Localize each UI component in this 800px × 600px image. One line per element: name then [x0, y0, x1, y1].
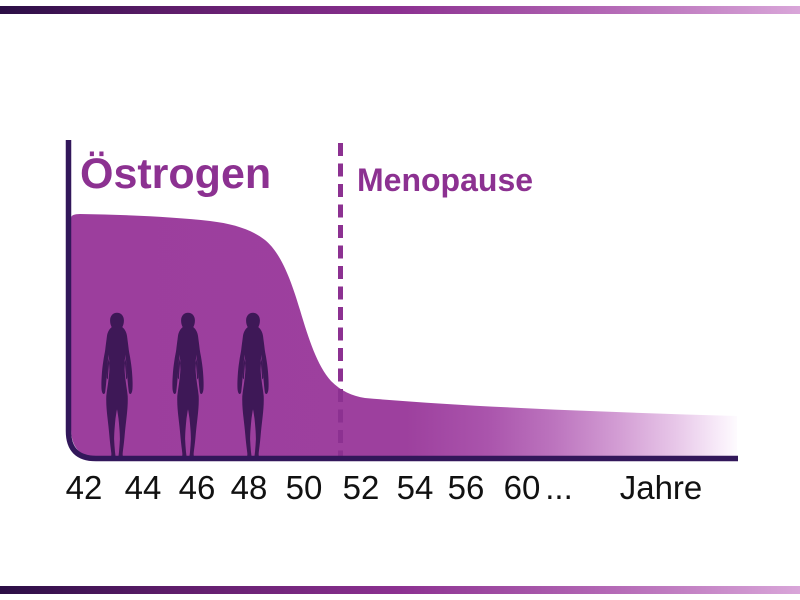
y-axis-title: Östrogen	[80, 150, 272, 198]
decorative-bottom-border	[0, 586, 800, 594]
menopause-label: Menopause	[357, 162, 534, 198]
decorative-top-border	[0, 6, 800, 14]
estrogen-area	[71, 214, 737, 458]
axes	[65, 140, 738, 462]
